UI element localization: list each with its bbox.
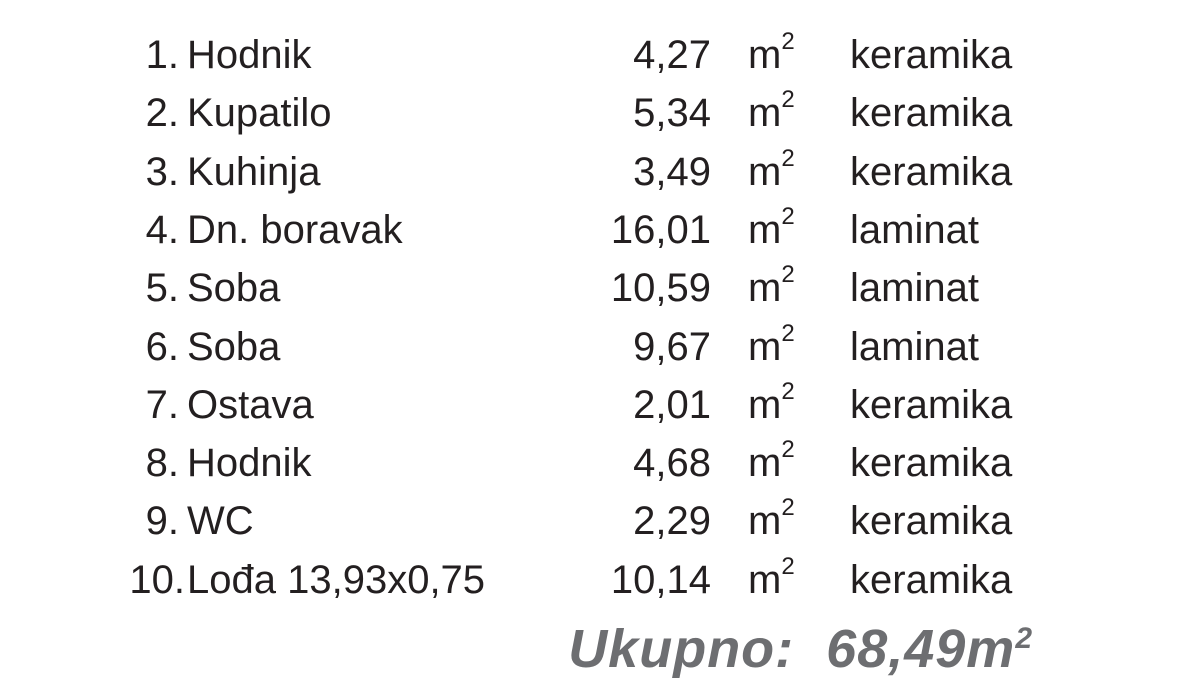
unit-base: m — [748, 499, 782, 544]
room-name: Kuhinja — [187, 149, 321, 194]
room-number: 2. — [145, 91, 179, 136]
area-unit: m2 — [748, 376, 795, 434]
room-material: keramika — [850, 557, 1013, 602]
room-number: 6. — [145, 324, 179, 369]
area-unit: m2 — [748, 84, 795, 142]
room-area: 3,49 — [633, 149, 711, 194]
room-material: keramika — [850, 33, 1013, 77]
room-name: Kupatilo — [187, 91, 332, 136]
unit-exponent: 2 — [781, 144, 795, 172]
room-material: keramika — [850, 441, 1013, 486]
room-number: 7. — [145, 382, 179, 427]
room-number: 3. — [145, 149, 179, 194]
total-exponent: 2 — [1015, 622, 1033, 655]
unit-base: m — [748, 382, 782, 427]
room-area: 9,67 — [633, 324, 711, 369]
room-number: 4. — [145, 207, 179, 252]
room-name: Soba — [187, 266, 281, 311]
room-name: Ostava — [187, 382, 314, 427]
room-row: 4. Dn. boravak 16,01 m2 laminat — [0, 201, 1201, 259]
area-unit: m2 — [748, 259, 795, 317]
room-name: Lođa 13,93x0,75 — [187, 557, 486, 602]
unit-exponent: 2 — [781, 319, 795, 347]
room-name: Soba — [187, 324, 281, 369]
room-row: 3. Kuhinja 3,49 m2 keramika — [0, 143, 1201, 201]
room-name: Dn. boravak — [187, 207, 403, 252]
room-area: 5,34 — [633, 91, 711, 136]
room-area: 16,01 — [610, 207, 711, 252]
unit-base: m — [748, 91, 782, 136]
room-number: 9. — [145, 499, 179, 544]
room-row: 8. Hodnik 4,68 m2 keramika — [0, 434, 1201, 492]
unit-base: m — [748, 441, 782, 486]
unit-base: m — [748, 149, 782, 194]
room-area: 4,68 — [633, 441, 711, 486]
room-name: Hodnik — [187, 441, 312, 486]
unit-base: m — [748, 557, 782, 602]
room-row: 9. WC 2,29 m2 keramika — [0, 492, 1201, 550]
room-name: Hodnik — [187, 33, 312, 77]
room-material: laminat — [850, 266, 979, 311]
room-row: 6. Soba 9,67 m2 laminat — [0, 318, 1201, 376]
room-material: keramika — [850, 499, 1013, 544]
total-value: 68,49m — [826, 619, 1016, 679]
unit-exponent: 2 — [781, 494, 795, 522]
room-row: 7. Ostava 2,01 m2 keramika — [0, 376, 1201, 434]
unit-exponent: 2 — [781, 261, 795, 289]
area-unit: m2 — [748, 492, 795, 550]
room-material: laminat — [850, 324, 979, 369]
room-area: 2,01 — [633, 382, 711, 427]
room-material: keramika — [850, 382, 1013, 427]
room-row: 1. Hodnik 4,27 m2 keramika — [0, 26, 1201, 84]
area-unit: m2 — [748, 201, 795, 259]
room-material: keramika — [850, 91, 1013, 136]
area-unit: m2 — [748, 318, 795, 376]
unit-exponent: 2 — [781, 436, 795, 464]
area-unit: m2 — [748, 26, 795, 84]
area-unit: m2 — [748, 434, 795, 492]
room-number: 1. — [145, 33, 179, 77]
room-name: WC — [187, 499, 254, 544]
unit-exponent: 2 — [781, 86, 795, 114]
unit-base: m — [748, 33, 782, 77]
total: Ukupno: 68,49m2 — [568, 618, 1033, 680]
room-area: 10,14 — [610, 557, 711, 602]
room-number: 5. — [145, 266, 179, 311]
unit-exponent: 2 — [781, 202, 795, 230]
room-area: 4,27 — [633, 33, 711, 77]
area-unit: m2 — [748, 143, 795, 201]
area-unit: m2 — [748, 551, 795, 609]
room-material: keramika — [850, 149, 1013, 194]
room-row: 5. Soba 10,59 m2 laminat — [0, 259, 1201, 317]
unit-base: m — [748, 324, 782, 369]
room-number: 10. — [129, 557, 185, 602]
unit-exponent: 2 — [781, 552, 795, 580]
room-row: 2. Kupatilo 5,34 m2 keramika — [0, 84, 1201, 142]
room-number: 8. — [145, 441, 179, 486]
room-row: 10. Lođa 13,93x0,75 10,14 m2 keramika — [0, 551, 1201, 609]
unit-exponent: 2 — [781, 28, 795, 55]
room-area: 2,29 — [633, 499, 711, 544]
unit-base: m — [748, 266, 782, 311]
unit-exponent: 2 — [781, 377, 795, 405]
room-material: laminat — [850, 207, 979, 252]
total-label: Ukupno: — [568, 619, 795, 679]
room-area: 10,59 — [610, 266, 711, 311]
unit-base: m — [748, 207, 782, 252]
